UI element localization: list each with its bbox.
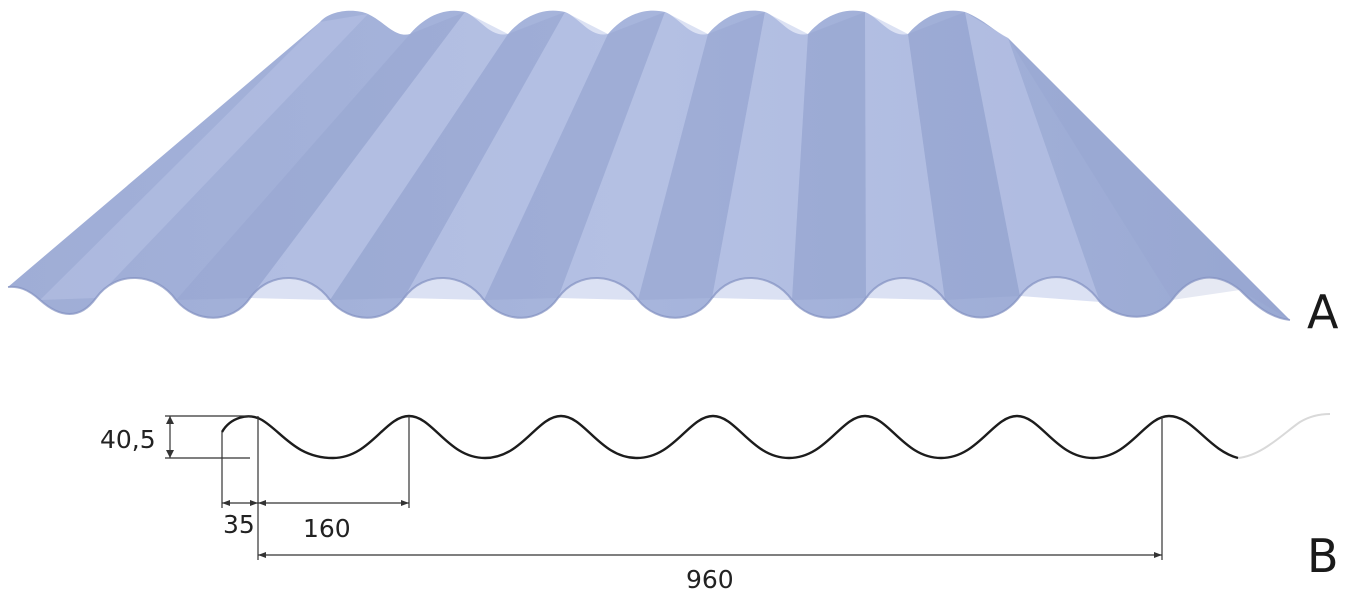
- sheet-front-edge: [7, 276, 1291, 321]
- cover-width-label: 960: [686, 565, 734, 594]
- pitch-label: 160: [303, 514, 351, 543]
- profile-curve: [220, 414, 1239, 460]
- view-b-label: B: [1307, 529, 1339, 583]
- sheet-3d-view: [7, 10, 1291, 321]
- height-dimension-label: 40,5: [100, 425, 156, 454]
- edge-offset-dimension: [221, 416, 259, 560]
- profile-section-view: 40,5 35 160 960: [100, 413, 1331, 594]
- cover-width-dimension: [258, 416, 1163, 560]
- view-a-label: A: [1307, 285, 1339, 339]
- sheet-corrugation-shading: [40, 12, 1290, 320]
- height-dimension: [165, 415, 252, 459]
- edge-offset-label: 35: [223, 510, 255, 539]
- profile-continuation: [1237, 413, 1331, 459]
- pitch-dimension: [258, 416, 410, 508]
